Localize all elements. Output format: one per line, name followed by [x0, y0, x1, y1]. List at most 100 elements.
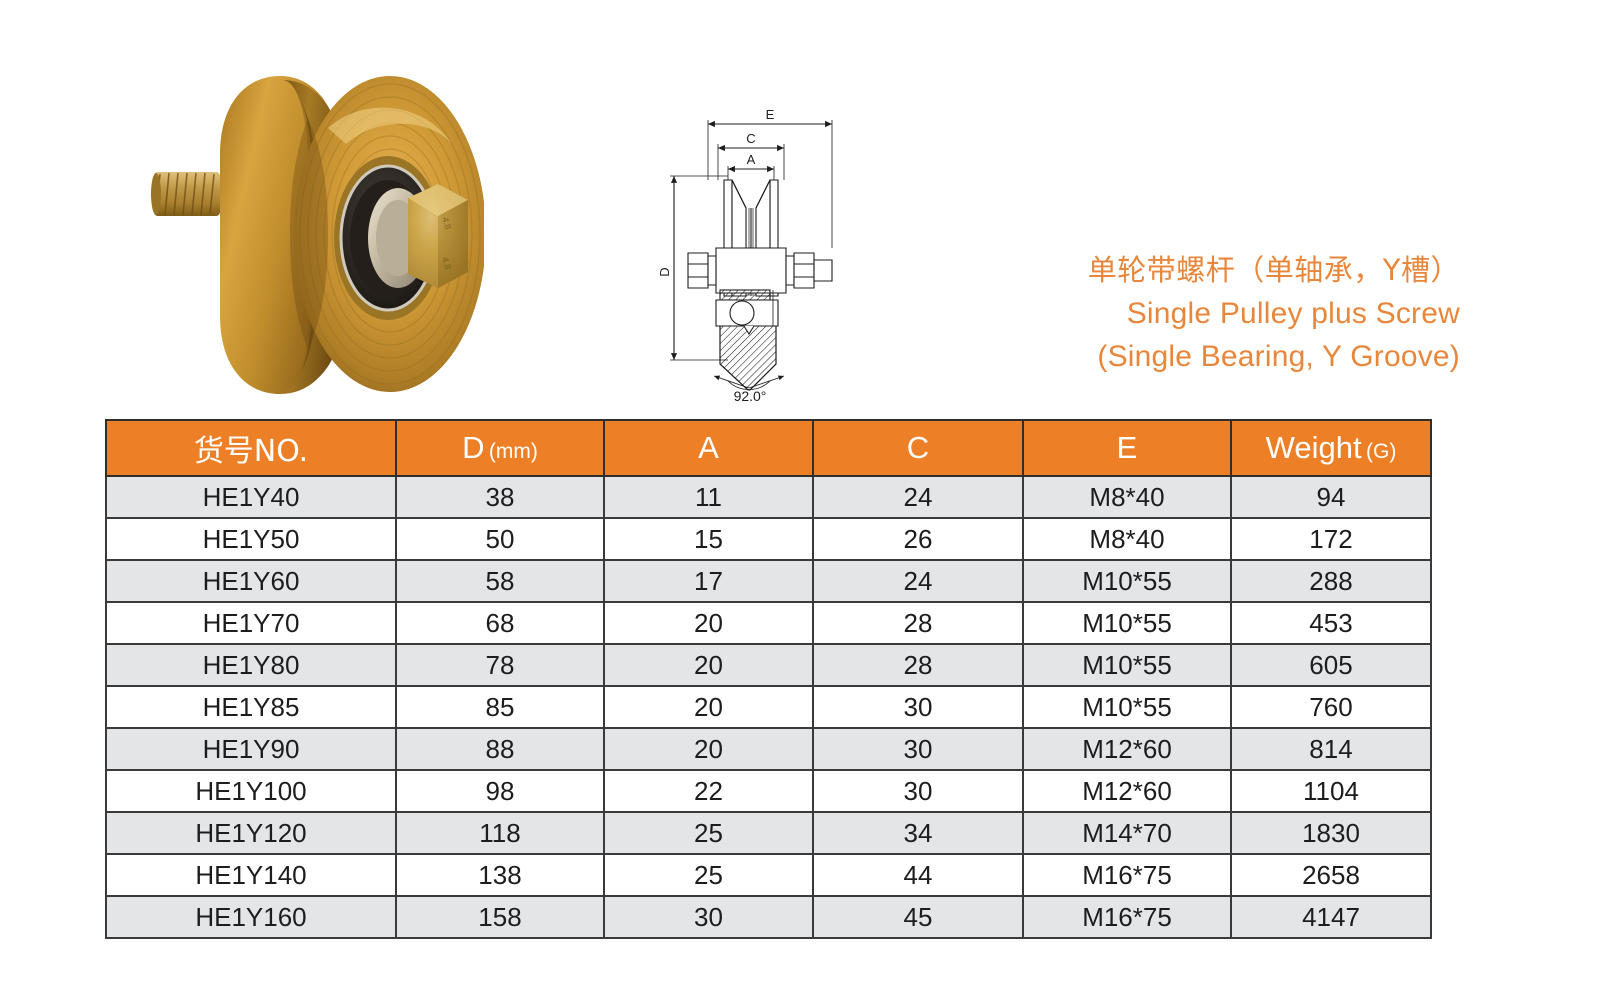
header-label-part-no: 货号NO.: [193, 434, 309, 469]
cell-dimension-a: 25: [603, 853, 814, 897]
cell-part-no: HE1Y140: [105, 853, 397, 897]
column-header-a: A: [603, 419, 814, 477]
cell-diameter-d: 50: [395, 517, 605, 561]
technical-drawing: E C A D 92.0°: [636, 88, 886, 403]
cell-thread-e: M16*75: [1022, 895, 1232, 939]
cell-part-no: HE1Y80: [105, 643, 397, 687]
cell-dimension-c: 30: [812, 727, 1024, 771]
cell-dimension-c: 28: [812, 643, 1024, 687]
cell-weight: 814: [1230, 727, 1432, 771]
cell-thread-e: M10*55: [1022, 601, 1232, 645]
cell-weight: 172: [1230, 517, 1432, 561]
header-label-d: D: [462, 430, 485, 465]
cell-dimension-a: 20: [603, 601, 814, 645]
specification-table: 货号NO. D (mm) A C E Weight (G): [105, 419, 1432, 939]
cell-diameter-d: 158: [395, 895, 605, 939]
table-row: HE1Y100 98 22 30 M12*60 1104: [105, 769, 1432, 813]
cell-part-no: HE1Y85: [105, 685, 397, 729]
table-row: HE1Y90 88 20 30 M12*60 814: [105, 727, 1432, 771]
cell-weight: 288: [1230, 559, 1432, 603]
header-label-a: A: [698, 430, 719, 465]
cell-thread-e: M8*40: [1022, 475, 1232, 519]
header-label-weight: Weight: [1265, 430, 1362, 465]
header-unit-d: (mm): [488, 440, 538, 463]
cell-part-no: HE1Y120: [105, 811, 397, 855]
cell-dimension-a: 25: [603, 811, 814, 855]
cell-dimension-a: 30: [603, 895, 814, 939]
cell-part-no: HE1Y90: [105, 727, 397, 771]
cell-part-no: HE1Y100: [105, 769, 397, 813]
cell-diameter-d: 58: [395, 559, 605, 603]
header-unit-weight: (G): [1366, 440, 1397, 463]
header-label-c: C: [906, 430, 930, 465]
cell-thread-e: M10*55: [1022, 685, 1232, 729]
cell-diameter-d: 118: [395, 811, 605, 855]
cell-thread-e: M10*55: [1022, 559, 1232, 603]
cell-thread-e: M16*75: [1022, 853, 1232, 897]
product-title-block: 单轮带螺杆（单轴承，Y槽） Single Pulley plus Screw (…: [960, 248, 1460, 378]
cell-diameter-d: 98: [395, 769, 605, 813]
cell-diameter-d: 68: [395, 601, 605, 645]
table-row: HE1Y120 118 25 34 M14*70 1830: [105, 811, 1432, 855]
product-title-chinese: 单轮带螺杆（单轴承，Y槽）: [1087, 253, 1460, 287]
dimension-drawing-svg: E C A D 92.0°: [657, 107, 833, 403]
cell-weight: 760: [1230, 685, 1432, 729]
cell-thread-e: M8*40: [1022, 517, 1232, 561]
product-title-english-line2: (Single Bearing, Y Groove): [1097, 340, 1460, 373]
dim-label-c: C: [746, 131, 755, 146]
svg-text:4.8: 4.8: [440, 256, 453, 271]
cell-part-no: HE1Y70: [105, 601, 397, 645]
cell-dimension-a: 17: [603, 559, 814, 603]
cell-dimension-c: 24: [812, 559, 1024, 603]
cell-dimension-c: 28: [812, 601, 1024, 645]
table-row: HE1Y60 58 17 24 M10*55 288: [105, 559, 1432, 603]
cell-weight: 94: [1230, 475, 1432, 519]
cell-thread-e: M12*60: [1022, 727, 1232, 771]
table-header: 货号NO. D (mm) A C E Weight (G): [105, 419, 1432, 477]
cell-diameter-d: 85: [395, 685, 605, 729]
product-photo: 4.8 4.8: [132, 58, 484, 403]
cell-thread-e: M10*55: [1022, 643, 1232, 687]
cell-part-no: HE1Y40: [105, 475, 397, 519]
cell-weight: 4147: [1230, 895, 1432, 939]
column-header-weight: Weight (G): [1230, 419, 1432, 477]
cell-dimension-a: 20: [603, 727, 814, 771]
table-row: HE1Y40 38 11 24 M8*40 94: [105, 475, 1432, 519]
cell-diameter-d: 38: [395, 475, 605, 519]
cell-weight: 605: [1230, 643, 1432, 687]
cell-dimension-c: 24: [812, 475, 1024, 519]
table-body: HE1Y40 38 11 24 M8*40 94 HE1Y50 50 15 26 M8*40 172 H…: [105, 475, 1432, 939]
cell-part-no: HE1Y50: [105, 517, 397, 561]
dim-label-d: D: [657, 267, 672, 276]
cell-dimension-a: 20: [603, 643, 814, 687]
cell-dimension-c: 34: [812, 811, 1024, 855]
cell-part-no: HE1Y60: [105, 559, 397, 603]
table-row: HE1Y70 68 20 28 M10*55 453: [105, 601, 1432, 645]
column-header-e: E: [1022, 419, 1232, 477]
cell-weight: 453: [1230, 601, 1432, 645]
cell-diameter-d: 78: [395, 643, 605, 687]
pulley-photo-illustration: 4.8 4.8: [151, 76, 484, 394]
table-row: HE1Y160 158 30 45 M16*75 4147: [105, 895, 1432, 939]
cell-dimension-c: 30: [812, 769, 1024, 813]
column-header-part-no: 货号NO.: [105, 419, 397, 477]
cell-diameter-d: 88: [395, 727, 605, 771]
screw-shaft-illustration: [151, 172, 220, 216]
table-row: HE1Y80 78 20 28 M10*55 605: [105, 643, 1432, 687]
cell-thread-e: M14*70: [1022, 811, 1232, 855]
cell-dimension-c: 45: [812, 895, 1024, 939]
cell-weight: 2658: [1230, 853, 1432, 897]
dim-label-e: E: [766, 107, 775, 122]
cell-dimension-c: 44: [812, 853, 1024, 897]
svg-text:4.8: 4.8: [440, 216, 453, 231]
cell-dimension-a: 22: [603, 769, 814, 813]
cell-dimension-a: 11: [603, 475, 814, 519]
column-header-c: C: [812, 419, 1024, 477]
cell-dimension-c: 30: [812, 685, 1024, 729]
hex-bolt-illustration: 4.8 4.8: [408, 184, 468, 288]
cell-part-no: HE1Y160: [105, 895, 397, 939]
header-label-e: E: [1116, 430, 1138, 465]
cell-dimension-a: 20: [603, 685, 814, 729]
table-row: HE1Y140 138 25 44 M16*75 2658: [105, 853, 1432, 897]
